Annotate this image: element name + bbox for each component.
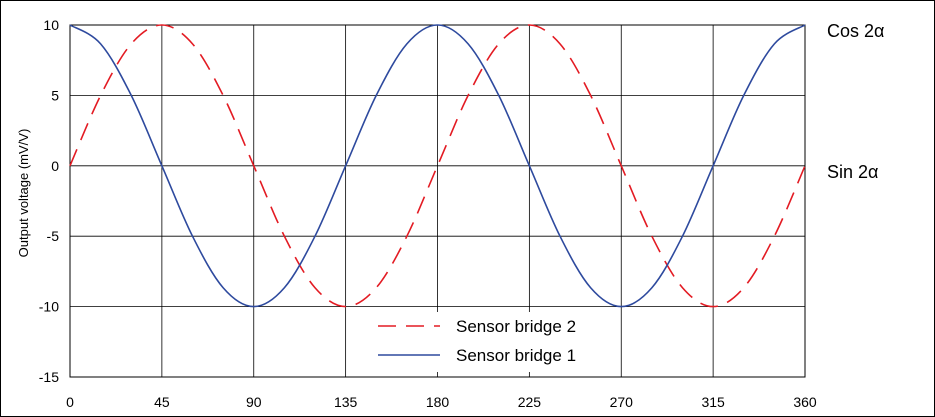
x-tick-label: 45	[154, 394, 170, 410]
y-tick-label: 0	[51, 158, 59, 174]
x-tick-label: 135	[334, 394, 358, 410]
y-tick-label: -10	[39, 299, 59, 315]
legend-background	[370, 312, 620, 372]
x-tick-label: 360	[793, 394, 817, 410]
y-tick-label: -15	[39, 369, 59, 385]
legend-label: Sensor bridge 1	[456, 346, 576, 365]
y-tick-label: -5	[47, 228, 60, 244]
y-tick-label: 5	[51, 87, 59, 103]
x-tick-label: 225	[518, 394, 542, 410]
series-line-sensor-bridge-1	[69, 24, 806, 308]
y-axis-label: Output voltage (mV/V)	[16, 129, 31, 258]
x-tick-labels: 0 45 90 135 180 225 270 315 360	[66, 394, 817, 410]
y-tick-label: 10	[43, 17, 59, 33]
annotation-label: Cos 2α	[827, 21, 884, 41]
legend: Sensor bridge 2 Sensor bridge 1	[370, 312, 620, 372]
annotations: Cos 2α Sin 2α	[827, 21, 884, 182]
x-tick-label: 315	[701, 394, 725, 410]
series-line-sensor-bridge-2	[69, 24, 806, 308]
x-tick-label: 90	[246, 394, 262, 410]
x-tick-label: 180	[426, 394, 450, 410]
series-layer	[69, 24, 806, 308]
grid-lines	[69, 24, 806, 378]
legend-label: Sensor bridge 2	[456, 317, 576, 336]
y-tick-labels: 10 5 0 -5 -10 -15	[39, 17, 59, 385]
x-tick-label: 270	[610, 394, 634, 410]
x-tick-label: 0	[66, 394, 74, 410]
annotation-label: Sin 2α	[827, 162, 878, 182]
